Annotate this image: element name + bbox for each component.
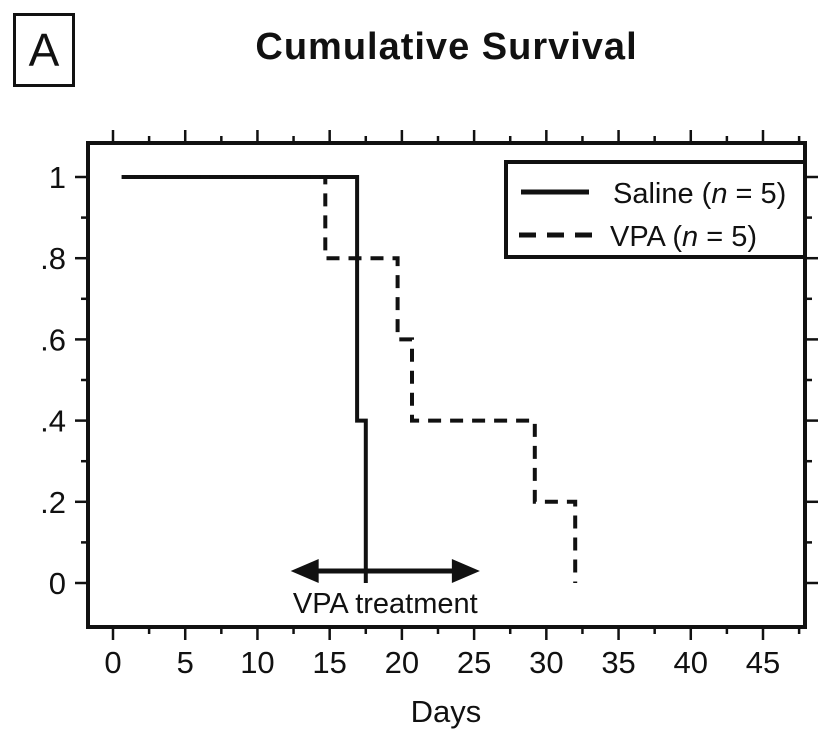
- x-tick-label: 5: [177, 645, 194, 680]
- x-tick-label: 30: [529, 645, 563, 680]
- vpa-survival-curve: [121, 175, 578, 583]
- y-tick-label: 1: [49, 160, 66, 195]
- legend-text: VPA (: [610, 221, 682, 253]
- arrow-head-right-icon: [451, 559, 480, 583]
- legend-text: = 5): [727, 178, 786, 210]
- x-axis-label: Days: [411, 694, 482, 729]
- x-tick-label: 40: [674, 645, 708, 680]
- legend-text: = 5): [698, 221, 757, 253]
- x-tick-label: 45: [746, 645, 780, 680]
- legend-var-n: n: [682, 221, 698, 253]
- annotation-text: VPA treatment: [293, 588, 478, 620]
- plot-area: 0 5 10 15 20 25 30 35 40 45 1 .8 .6 .4 .2 0: [40, 130, 818, 680]
- legend-label-saline: Saline (n = 5): [613, 178, 786, 210]
- legend: Saline (n = 5) VPA (n = 5): [504, 160, 807, 259]
- x-tick-label: 25: [457, 645, 491, 680]
- legend-var-n: n: [711, 178, 727, 210]
- x-tick-label: 10: [240, 645, 274, 680]
- legend-box: [504, 160, 807, 259]
- x-tick-label: 20: [385, 645, 419, 680]
- arrow-head-left-icon: [290, 559, 319, 583]
- x-tick-label: 0: [104, 645, 121, 680]
- y-tick-label: .8: [40, 241, 66, 276]
- y-tick-label: 0: [49, 566, 66, 601]
- x-tick-label: 35: [601, 645, 635, 680]
- y-tick-label: .4: [40, 404, 66, 439]
- legend-label-vpa: VPA (n = 5): [610, 221, 757, 253]
- legend-text: Saline (: [613, 178, 712, 210]
- saline-survival-curve: [121, 175, 368, 583]
- x-tick-label: 15: [312, 645, 346, 680]
- plot-border: [86, 141, 807, 629]
- y-tick-label: .6: [40, 322, 66, 357]
- panel-label: A: [28, 24, 60, 76]
- chart-title: Cumulative Survival: [255, 26, 638, 68]
- y-tick-label: .2: [40, 485, 66, 520]
- vpa-treatment-annotation: VPA treatment: [290, 559, 480, 620]
- panel-label-box: A: [13, 13, 75, 87]
